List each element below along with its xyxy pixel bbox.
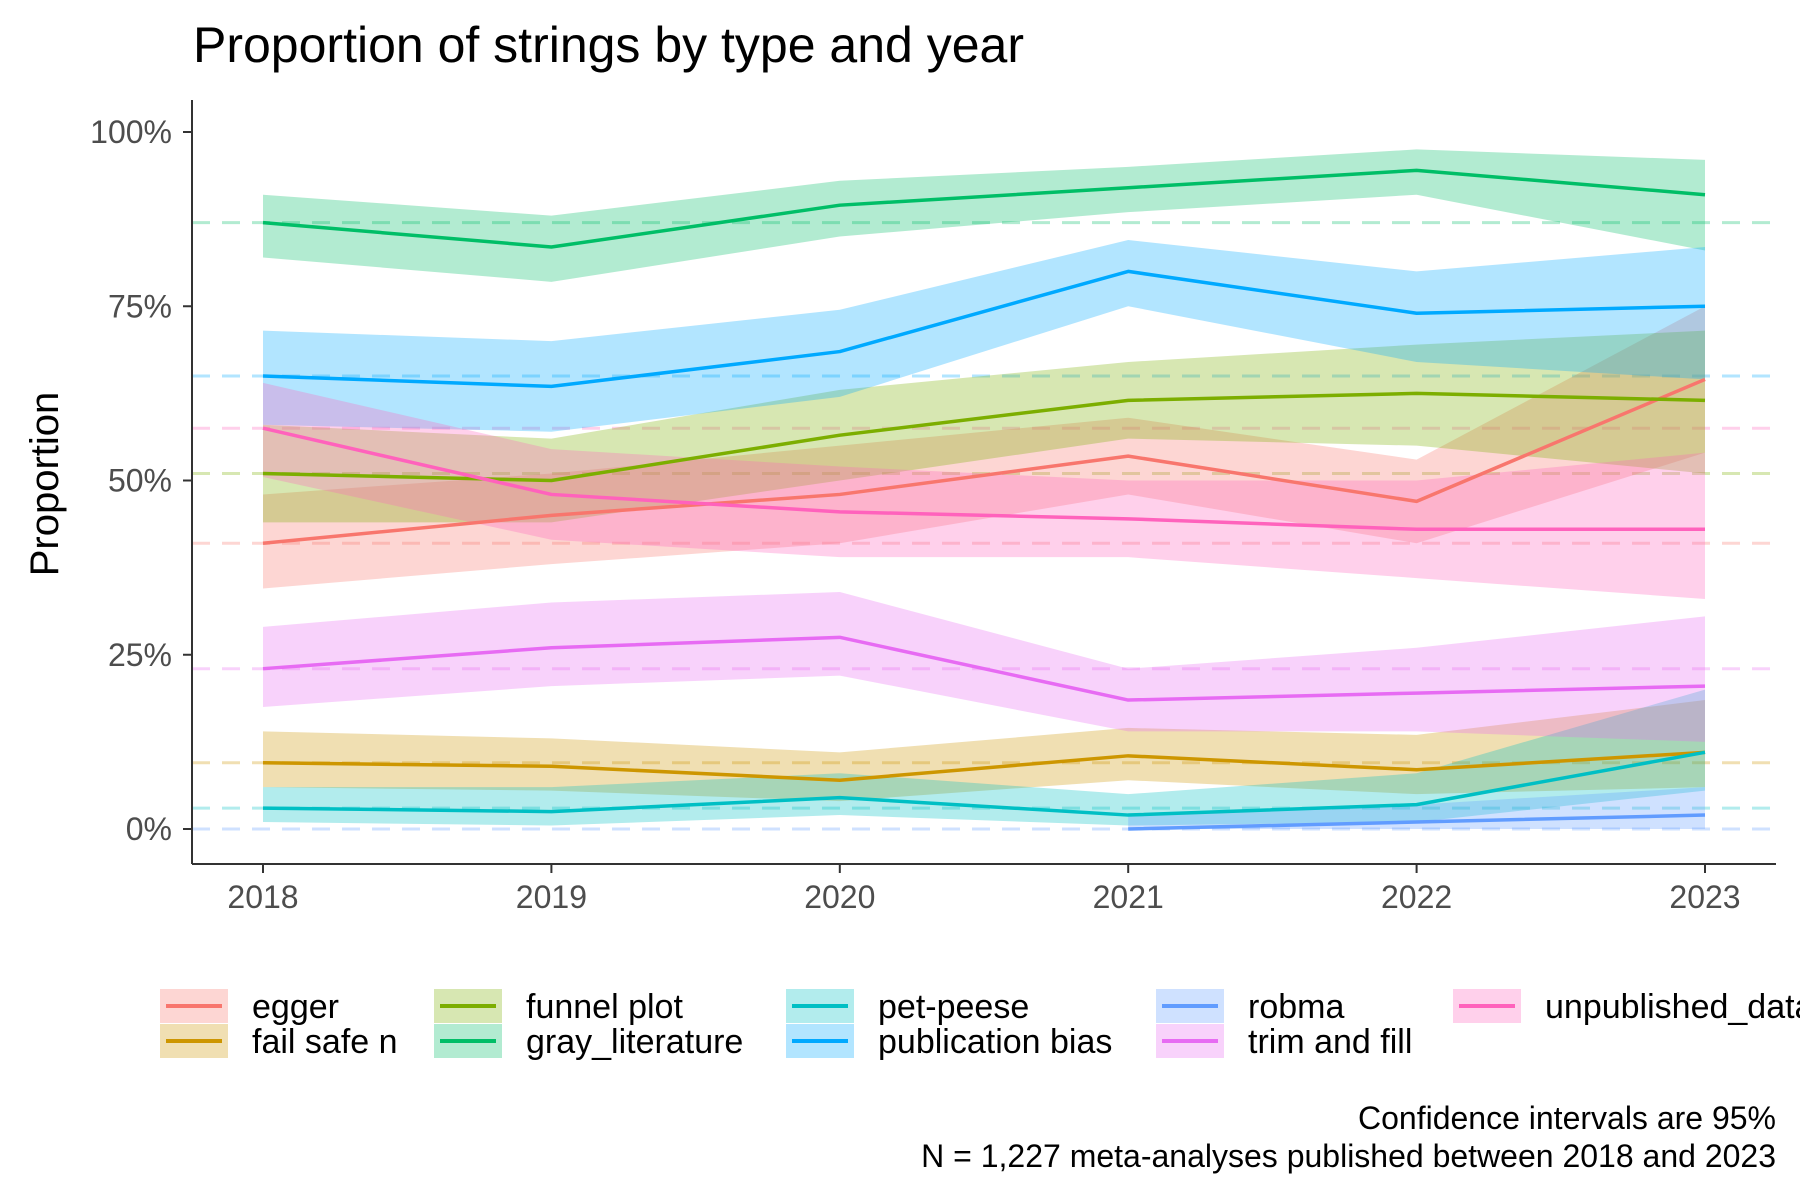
legend-key-funnel-plot — [434, 989, 502, 1023]
legend-key-unpublished-data — [1453, 989, 1521, 1023]
legend-key-egger — [160, 989, 228, 1023]
ci-band-unpublished-data — [263, 382, 1705, 599]
legend-label-fail-safe-n: fail safe n — [252, 1023, 398, 1061]
ci-band-publication-bias — [263, 240, 1705, 432]
series-line-funnel-plot — [262, 391, 1706, 483]
series-line-trim-and-fill — [262, 635, 1706, 702]
y-tick-label: 50% — [108, 463, 172, 499]
x-tick-label: 2018 — [227, 879, 298, 915]
y-axis-title: Proportion — [23, 392, 67, 577]
caption-line: Confidence intervals are 95% — [1358, 1100, 1776, 1136]
ci-band-fail-safe-n — [263, 700, 1705, 802]
caption-line: N = 1,227 meta-analyses published betwee… — [921, 1138, 1776, 1174]
x-tick-label: 2019 — [516, 879, 587, 915]
series-line-fail-safe-n — [262, 750, 1706, 782]
legend-label-publication-bias: publication bias — [878, 1023, 1112, 1061]
legend-key-robma — [1156, 989, 1224, 1023]
series-line-unpublished-data — [262, 426, 1705, 532]
ci-band-gray-literature — [263, 149, 1705, 282]
legend-key-publication-bias — [786, 1024, 854, 1058]
legend-label-unpublished-data: unpublished_data — [1545, 988, 1800, 1026]
series-line-robma — [1128, 813, 1706, 831]
legend-key-trim-and-fill — [1156, 1024, 1224, 1058]
x-tick-label: 2021 — [1093, 879, 1164, 915]
x-tick-label: 2020 — [804, 879, 875, 915]
legend-key-pet-peese — [786, 989, 854, 1023]
legend-label-egger: egger — [252, 988, 339, 1026]
legend-label-funnel-plot: funnel plot — [526, 988, 683, 1026]
series-line-egger — [262, 377, 1706, 545]
legend-label-pet-peese: pet-peese — [878, 988, 1029, 1026]
y-tick-label: 0% — [126, 811, 172, 847]
y-tick-label: 75% — [108, 288, 172, 324]
axes: 0% 25% 50% 75% 100% 2018 2019 2020 2021 2022 2023 — [90, 100, 1776, 915]
legend-label-robma: robma — [1248, 988, 1344, 1026]
series-line-pet-peese — [262, 750, 1706, 817]
legend-label-gray-literature: gray_literature — [526, 1023, 743, 1061]
caption: Confidence intervals are 95%N = 1,227 me… — [921, 1100, 1776, 1174]
y-tick-label: 100% — [90, 114, 172, 150]
legend-key-fail-safe-n — [160, 1024, 228, 1058]
x-tick-label: 2022 — [1381, 879, 1452, 915]
series-line-publication-bias — [262, 269, 1706, 389]
x-tick-label: 2023 — [1669, 879, 1740, 915]
legend-label-trim-and-fill: trim and fill — [1248, 1023, 1412, 1061]
legend-key-gray-literature — [434, 1024, 502, 1058]
ci-band-pet-peese — [263, 689, 1705, 826]
plot-area — [192, 149, 1776, 831]
ci-band-egger — [263, 306, 1705, 589]
y-tick-label: 25% — [108, 637, 172, 673]
chart-title: Proportion of strings by type and year — [193, 17, 1024, 73]
series-line-gray-literature — [262, 168, 1706, 249]
ci-band-funnel-plot — [263, 330, 1705, 523]
